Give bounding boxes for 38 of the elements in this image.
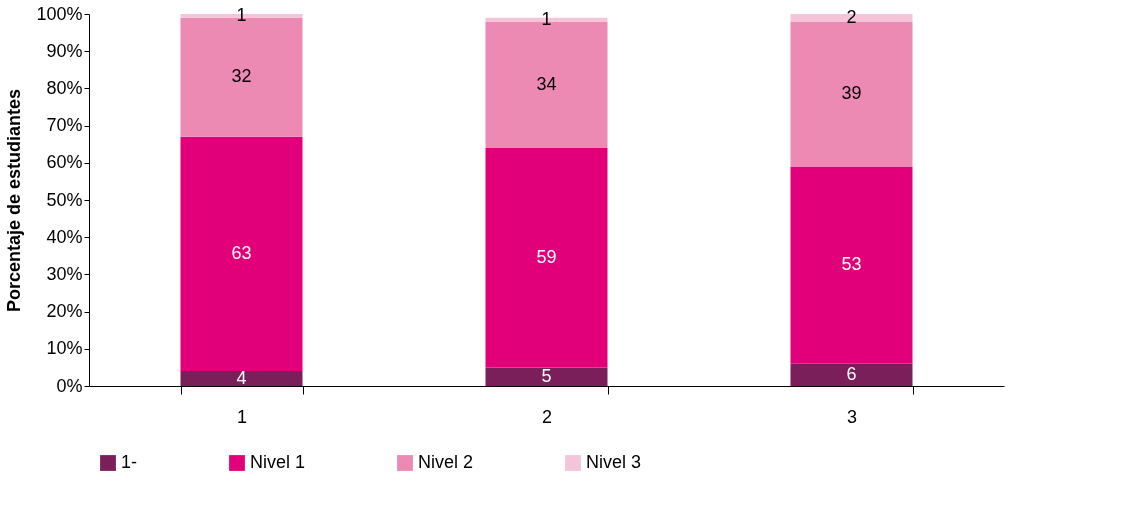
y-axis-title: Porcentaje de estudiantes: [4, 88, 25, 313]
data-label: 5: [541, 365, 552, 386]
y-tick-label: 90%: [46, 40, 83, 61]
bar: [790, 166, 913, 364]
legend-label: Nivel 2: [418, 452, 474, 472]
y-tick-label: 0%: [56, 375, 83, 396]
bar: [485, 367, 608, 386]
x-tick-label: 3: [846, 406, 858, 427]
y-tick-label: 70%: [46, 115, 83, 136]
y-tick-label: 20%: [46, 301, 83, 322]
data-label: 34: [536, 73, 557, 94]
bar: [180, 371, 303, 386]
y-tick-label: 40%: [46, 226, 83, 247]
y-tick-label: 80%: [46, 77, 83, 98]
y-tick-label: 50%: [46, 189, 83, 210]
bar: [180, 136, 303, 372]
legend-label: Nivel 3: [586, 452, 642, 472]
legend-label: Nivel 1: [250, 452, 306, 472]
data-label: 6: [846, 363, 857, 384]
data-label: 53: [841, 254, 862, 275]
data-label: 32: [231, 66, 252, 87]
data-label: 59: [536, 246, 557, 267]
y-tick-label: 60%: [46, 152, 83, 173]
data-label: 2: [846, 6, 857, 27]
y-tick-label: 100%: [36, 3, 83, 24]
y-tick-label: 30%: [46, 263, 83, 284]
bar: [790, 363, 913, 386]
data-label: 1: [541, 8, 552, 29]
data-label: 39: [841, 82, 862, 103]
bar: [790, 21, 913, 167]
x-tick-label: 1: [236, 406, 248, 427]
data-label: 4: [236, 367, 247, 388]
y-tick-label: 10%: [46, 338, 83, 359]
data-label: 1: [236, 4, 247, 25]
data-label: 63: [231, 242, 252, 263]
x-tick-label: 2: [541, 406, 553, 427]
legend-label: 1-: [121, 452, 138, 472]
bar: [485, 147, 608, 368]
